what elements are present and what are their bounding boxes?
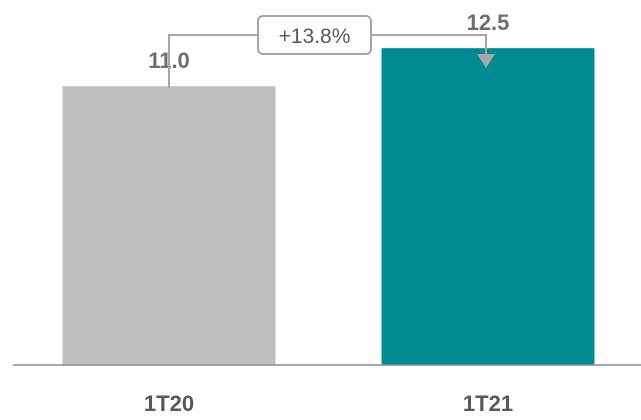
growth-label-box — [257, 15, 372, 55]
category-label-1t21: 1T21 — [463, 391, 513, 416]
growth-arrowhead-icon — [477, 54, 495, 68]
growth-annotation: +13.8% — [168, 15, 495, 88]
growth-label: +13.8% — [279, 25, 351, 48]
bar-1t20 — [62, 86, 276, 366]
bar-1t21 — [381, 48, 595, 365]
category-label-1t20: 1T20 — [144, 391, 194, 416]
bars-layer — [62, 48, 595, 366]
value-label-1t21: 12.5 — [467, 10, 510, 35]
